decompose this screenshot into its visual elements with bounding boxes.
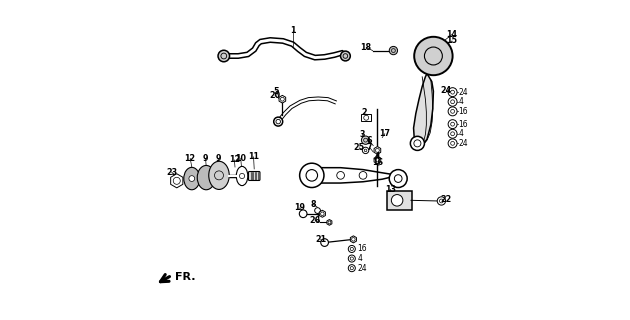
Text: 5: 5 <box>274 87 279 96</box>
Text: 15: 15 <box>447 36 457 45</box>
Polygon shape <box>312 168 398 183</box>
Text: 7: 7 <box>367 143 372 152</box>
Circle shape <box>410 136 425 150</box>
Circle shape <box>448 139 457 148</box>
Text: 13: 13 <box>385 185 396 194</box>
Text: 4: 4 <box>459 129 463 138</box>
Text: 11: 11 <box>248 152 259 161</box>
FancyBboxPatch shape <box>387 191 412 210</box>
Text: 21: 21 <box>315 235 326 244</box>
Circle shape <box>218 50 229 62</box>
Text: 22: 22 <box>440 195 451 204</box>
Text: 16: 16 <box>358 244 367 253</box>
Circle shape <box>189 176 195 181</box>
Polygon shape <box>171 174 183 188</box>
Text: 24: 24 <box>459 139 468 148</box>
Circle shape <box>359 172 367 179</box>
Ellipse shape <box>236 166 248 186</box>
Text: 20: 20 <box>270 91 280 100</box>
Ellipse shape <box>197 165 215 190</box>
Text: 16: 16 <box>459 107 468 116</box>
Text: 18: 18 <box>360 43 372 52</box>
Text: 12: 12 <box>185 154 196 163</box>
Text: 16: 16 <box>372 158 383 167</box>
Text: 24: 24 <box>459 88 468 97</box>
Circle shape <box>448 129 457 138</box>
Circle shape <box>437 197 445 205</box>
Text: 23: 23 <box>166 168 177 177</box>
Polygon shape <box>279 95 285 103</box>
Circle shape <box>348 245 355 252</box>
Ellipse shape <box>209 161 229 189</box>
Text: 4: 4 <box>459 97 463 106</box>
Circle shape <box>414 37 452 75</box>
Circle shape <box>340 51 350 61</box>
Text: 9: 9 <box>215 154 221 163</box>
Text: 25: 25 <box>353 143 365 152</box>
Circle shape <box>337 172 345 179</box>
Text: 8: 8 <box>311 200 316 209</box>
Circle shape <box>448 97 457 106</box>
Text: 17: 17 <box>379 129 390 138</box>
Circle shape <box>348 265 355 272</box>
Text: 12: 12 <box>229 156 240 164</box>
Circle shape <box>391 195 403 206</box>
Circle shape <box>389 170 407 188</box>
Text: 6: 6 <box>367 136 372 145</box>
Circle shape <box>273 117 283 126</box>
Text: 16: 16 <box>459 120 468 129</box>
Ellipse shape <box>184 167 200 190</box>
Text: 1: 1 <box>290 26 295 35</box>
Circle shape <box>299 210 307 218</box>
Circle shape <box>321 239 328 246</box>
Text: 2: 2 <box>362 108 367 117</box>
Circle shape <box>348 255 355 262</box>
Text: FR.: FR. <box>175 272 196 282</box>
Polygon shape <box>327 220 332 225</box>
Polygon shape <box>374 156 381 164</box>
Text: 10: 10 <box>235 154 246 163</box>
Circle shape <box>362 147 369 154</box>
FancyBboxPatch shape <box>248 172 260 180</box>
Circle shape <box>362 136 370 144</box>
Text: 26: 26 <box>309 216 321 225</box>
Polygon shape <box>413 74 433 146</box>
Circle shape <box>364 115 369 120</box>
Text: 4: 4 <box>358 254 362 263</box>
Text: 19: 19 <box>294 204 305 212</box>
Polygon shape <box>374 147 381 154</box>
Polygon shape <box>319 210 326 217</box>
Text: 14: 14 <box>447 30 457 39</box>
Text: 3: 3 <box>360 130 365 139</box>
Circle shape <box>448 88 457 97</box>
Circle shape <box>389 46 398 55</box>
FancyBboxPatch shape <box>362 114 371 121</box>
Circle shape <box>314 208 321 213</box>
Circle shape <box>448 120 457 129</box>
Circle shape <box>300 163 324 188</box>
Text: 24: 24 <box>440 86 452 95</box>
Text: 4: 4 <box>375 152 380 161</box>
Text: 24: 24 <box>358 264 367 273</box>
Text: 9: 9 <box>203 154 209 163</box>
Circle shape <box>448 107 457 116</box>
Polygon shape <box>350 236 357 243</box>
